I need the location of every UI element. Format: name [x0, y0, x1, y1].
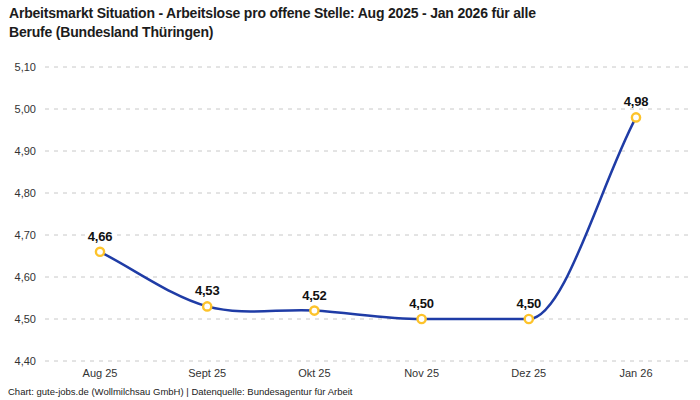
data-point-value-label: 4,98: [604, 94, 668, 109]
data-point-marker: [632, 113, 640, 121]
y-axis-tick-label: 5,10: [4, 61, 36, 74]
y-axis-tick-label: 4,70: [4, 229, 36, 242]
x-axis-tick-label: Aug 25: [64, 367, 136, 380]
y-axis-tick-label: 4,80: [4, 187, 36, 200]
x-axis-tick-label: Nov 25: [386, 367, 458, 380]
data-point-marker: [418, 315, 426, 323]
chart-card: Arbeitsmarkt Situation - Arbeitslose pro…: [0, 0, 700, 400]
data-point-value-label: 4,53: [175, 283, 239, 298]
y-axis-tick-label: 4,60: [4, 271, 36, 284]
x-axis-tick-label: Sept 25: [171, 367, 243, 380]
y-axis-tick-label: 4,40: [4, 355, 36, 368]
y-axis-tick-label: 4,90: [4, 145, 36, 158]
data-point-marker: [525, 315, 533, 323]
line-chart-plot-area: [0, 0, 700, 400]
chart-credit: Chart: gute-jobs.de (Wollmilchsau GmbH) …: [8, 386, 352, 398]
data-point-marker: [96, 248, 104, 256]
x-axis-tick-label: Okt 25: [278, 367, 350, 380]
data-point-value-label: 4,50: [497, 296, 561, 311]
x-axis-tick-label: Jan 26: [600, 367, 672, 380]
y-axis-tick-label: 4,50: [4, 313, 36, 326]
x-axis-tick-label: Dez 25: [493, 367, 565, 380]
data-point-value-label: 4,50: [390, 296, 454, 311]
data-point-marker: [310, 307, 318, 315]
data-point-value-label: 4,52: [282, 288, 346, 303]
y-axis-tick-label: 5,00: [4, 103, 36, 116]
data-point-value-label: 4,66: [68, 229, 132, 244]
data-point-marker: [203, 302, 211, 310]
